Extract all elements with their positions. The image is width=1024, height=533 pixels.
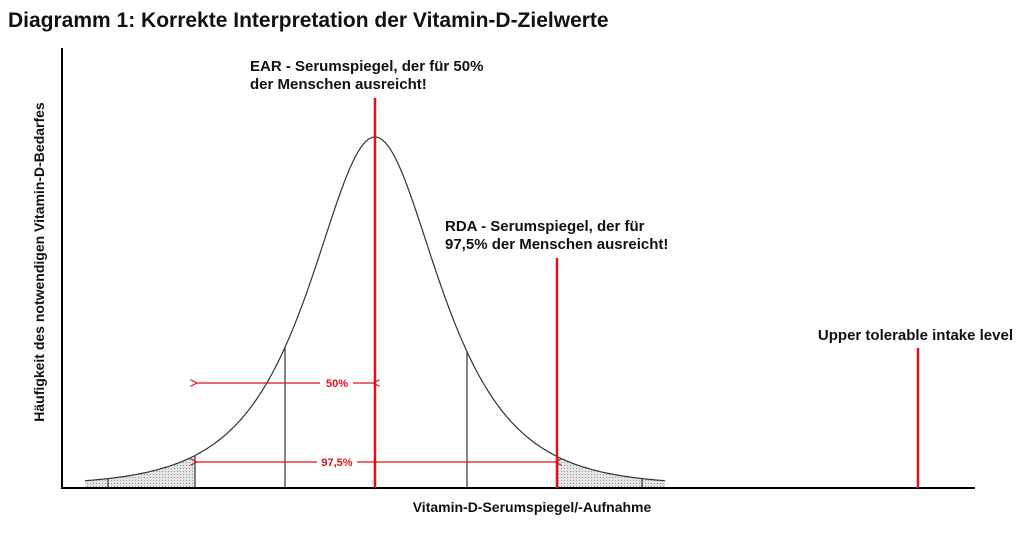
shaded-tail-right (557, 456, 665, 488)
range-50-label: 50% (326, 378, 348, 390)
rda-label-line1: RDA - Serumspiegel, der für (445, 218, 645, 235)
rda-label-line2: 97,5% der Menschen ausreicht! (445, 236, 668, 253)
x-axis-label: Vitamin-D-Serumspiegel/-Aufnahme (413, 499, 652, 515)
ear-label-line2: der Menschen ausreicht! (250, 76, 427, 93)
ear-label-line1: EAR - Serumspiegel, der für 50% (250, 58, 483, 75)
ul-label: Upper tolerable intake level (818, 327, 1013, 344)
range-975-label: 97,5% (321, 457, 352, 469)
y-axis-label: Häufigkeit des notwendigen Vitamin-D-Bed… (31, 102, 47, 422)
diagram-title: Diagramm 1: Korrekte Interpretation der … (8, 9, 609, 32)
shaded-tail-left (85, 455, 195, 488)
